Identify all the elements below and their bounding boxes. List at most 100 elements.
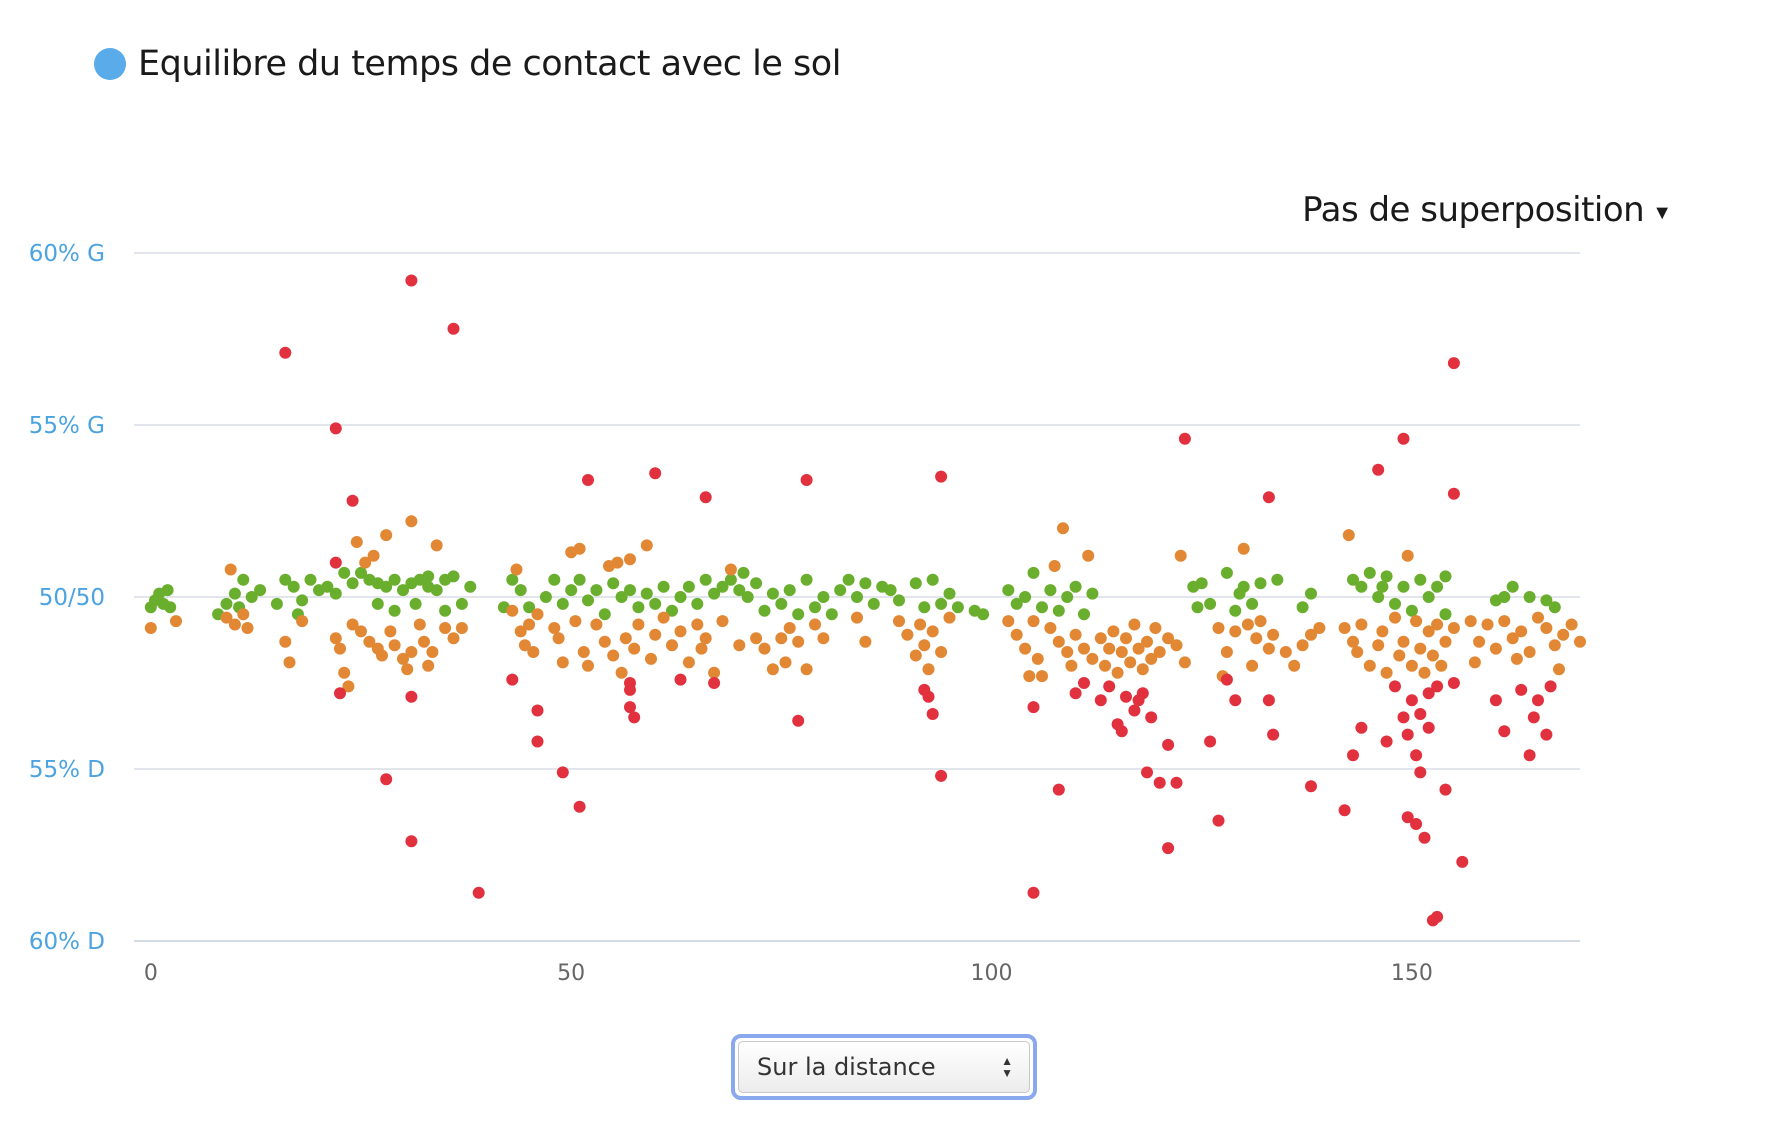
data-point (1397, 580, 1410, 593)
data-point (346, 577, 359, 590)
data-point (1149, 622, 1162, 634)
metric-select-focus-ring: Sur la distance ▲ ▼ (731, 1034, 1037, 1100)
data-point (1393, 649, 1406, 662)
data-point (371, 597, 384, 610)
data-point (573, 573, 586, 586)
data-point (388, 604, 401, 617)
data-point (1036, 601, 1048, 614)
data-point (1052, 604, 1065, 617)
data-point (405, 515, 418, 528)
data-point (334, 687, 346, 700)
data-point (674, 591, 687, 603)
data-point (1532, 694, 1544, 707)
data-point (628, 711, 641, 724)
data-point (1544, 680, 1557, 693)
data-point (582, 659, 594, 672)
data-point (1464, 615, 1477, 628)
data-point (1506, 632, 1519, 645)
metric-select[interactable]: Sur la distance ▲ ▼ (738, 1041, 1030, 1093)
data-point (1170, 776, 1183, 789)
data-point (792, 714, 805, 727)
data-point (1267, 628, 1280, 641)
data-point (1439, 570, 1452, 583)
data-point (922, 663, 935, 676)
data-point (674, 625, 687, 638)
data-point (1574, 635, 1586, 648)
data-point (1532, 611, 1544, 624)
legend-dot-icon[interactable] (94, 48, 126, 80)
data-point (539, 591, 552, 603)
data-point (699, 573, 712, 586)
data-point (1057, 522, 1069, 535)
data-point (632, 618, 645, 631)
data-point (1405, 604, 1418, 617)
data-point (1351, 646, 1364, 658)
data-point (1069, 580, 1082, 593)
data-point (514, 625, 527, 638)
data-point (884, 584, 897, 597)
data-point (1212, 814, 1225, 827)
data-point (649, 628, 662, 641)
data-point (1389, 611, 1401, 624)
data-point (951, 601, 964, 614)
data-point (523, 618, 536, 631)
data-point (1342, 529, 1355, 542)
data-point (649, 597, 662, 610)
data-point (1422, 625, 1435, 638)
data-point (1141, 635, 1153, 648)
data-point (220, 597, 233, 610)
data-point (279, 346, 292, 359)
data-point (859, 577, 872, 590)
data-point (1246, 659, 1259, 672)
data-point (1401, 811, 1414, 824)
scatter-chart: 60% G 55% G 50/50 55% D 60% D 0 50 100 150 (29, 241, 1586, 986)
y-tick-label: 60% G (29, 241, 105, 267)
data-point (1204, 597, 1217, 610)
data-point (329, 632, 342, 645)
data-point (582, 594, 594, 607)
data-point (624, 701, 636, 714)
data-point (1565, 618, 1578, 631)
overlay-dropdown[interactable]: Pas de superposition ▼ (1302, 190, 1672, 230)
data-point (922, 690, 935, 703)
data-point (1031, 652, 1044, 665)
data-point (397, 652, 409, 665)
data-point (531, 704, 544, 717)
data-point (237, 608, 250, 621)
data-point (1246, 597, 1259, 610)
data-point (1204, 735, 1217, 748)
data-point (766, 587, 779, 600)
data-point (329, 422, 342, 435)
data-point (1254, 577, 1267, 590)
data-point (405, 646, 418, 658)
data-point (1052, 635, 1065, 648)
data-point (1510, 652, 1523, 665)
data-point (943, 611, 956, 624)
data-point (1027, 886, 1040, 899)
data-point (590, 584, 603, 597)
data-point (1136, 687, 1149, 700)
data-point (825, 608, 838, 621)
data-point (380, 580, 393, 593)
data-point (1372, 463, 1385, 476)
data-point (1254, 615, 1267, 628)
data-point (1548, 601, 1561, 614)
data-point (1036, 670, 1048, 683)
data-point (682, 656, 695, 669)
data-point (1380, 735, 1393, 748)
data-point (1447, 487, 1460, 500)
data-point (422, 659, 435, 672)
data-point (1422, 687, 1435, 700)
data-point (569, 615, 582, 628)
metric-select-value: Sur la distance (757, 1053, 936, 1081)
data-point (1389, 597, 1401, 610)
data-point (657, 580, 670, 593)
data-point (1439, 608, 1452, 621)
data-point (792, 608, 805, 621)
data-point (699, 491, 712, 504)
data-point (779, 656, 792, 669)
data-point (1305, 587, 1317, 600)
data-point (405, 274, 418, 287)
data-point (1456, 855, 1469, 868)
data-point (1489, 642, 1502, 655)
